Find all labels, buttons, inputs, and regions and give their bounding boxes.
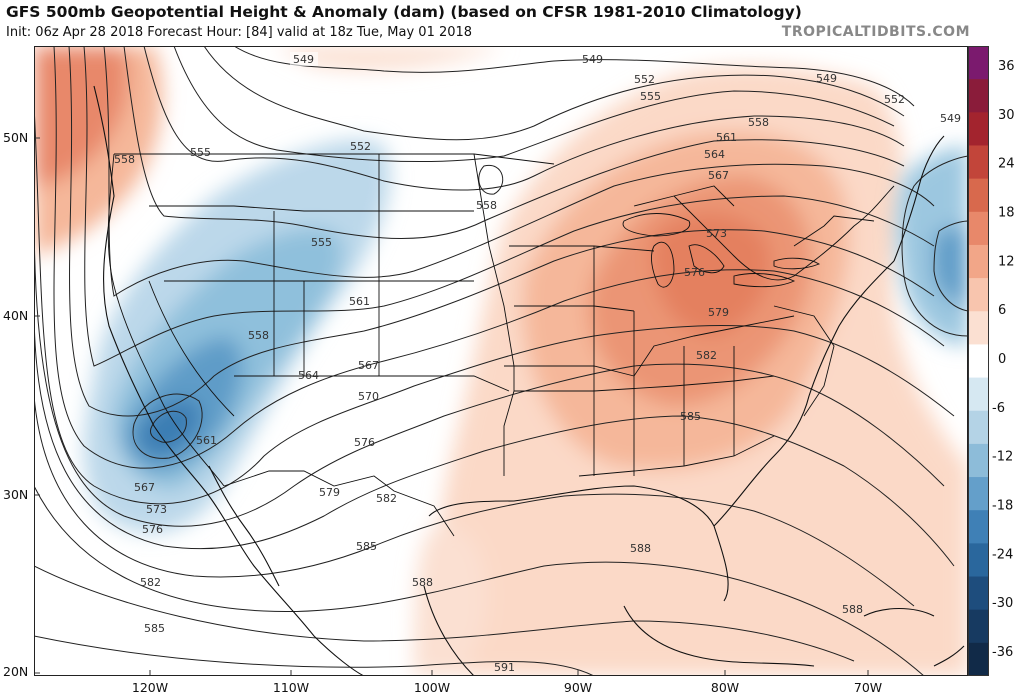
colorbar-ticks: 36 30 24 18 12 6 0 -6 -12 -18 -24 -30 -36	[992, 59, 1015, 660]
colorbar-frame	[968, 46, 989, 676]
positive-anomaly-area	[34, 46, 968, 676]
colorbar-swatches	[968, 46, 989, 677]
colorbar-tick-label: -30	[992, 596, 1013, 611]
contour-label: 591	[494, 661, 515, 674]
contour-label: 582	[376, 492, 397, 505]
colorbar-swatch	[968, 377, 989, 412]
colorbar-tick-label: 30	[998, 108, 1015, 123]
height-contours	[34, 46, 968, 676]
contour-label: 561	[716, 131, 737, 144]
coastlines	[93, 85, 965, 676]
lat-label-20n: 20N	[3, 664, 29, 679]
contour-label: 576	[142, 523, 163, 536]
contour-label: 588	[412, 576, 433, 589]
contour-label: 558	[114, 153, 135, 166]
contour-label: 582	[696, 349, 717, 362]
colorbar-tick-label: -12	[992, 450, 1013, 465]
lat-label-50n: 50N	[3, 130, 29, 145]
contour-label: 555	[311, 236, 332, 249]
contour-label: 576	[354, 436, 375, 449]
colorbar-svg: 36 30 24 18 12 6 0 -6 -12 -18 -24 -30 -36	[968, 46, 1015, 677]
colorbar-swatch	[968, 112, 989, 146]
contour-label: 585	[356, 540, 377, 553]
colorbar-swatch	[968, 642, 989, 677]
colorbar-tick-label: -24	[992, 547, 1013, 562]
contour-label: 558	[748, 116, 769, 129]
contour-label: 576	[684, 266, 705, 279]
contour-label: 585	[680, 410, 701, 423]
political-boundaries	[107, 153, 895, 537]
contour-label: 579	[319, 486, 340, 499]
colorbar-swatch	[968, 576, 989, 611]
contour-label: 549	[816, 72, 837, 85]
lon-label-70w: 70W	[853, 680, 883, 695]
lon-label-120w: 120W	[131, 680, 169, 695]
contour-label: 573	[146, 503, 167, 516]
lon-label-100w: 100W	[413, 680, 451, 695]
colorbar-swatch	[968, 145, 989, 180]
contour-label: 582	[140, 576, 161, 589]
colorbar-tick-label: -6	[992, 401, 1005, 416]
contour-label: 564	[704, 148, 725, 161]
colorbar-swatch	[968, 344, 989, 379]
great-lakes	[622, 213, 821, 288]
contour-labels: 549 549 549 549 552 552 552 555 555 555 …	[114, 52, 961, 674]
contour-label: 585	[144, 622, 165, 635]
colorbar-swatch	[968, 178, 989, 213]
lon-label-80w: 80W	[710, 680, 740, 695]
colorbar-tick-label: 36	[998, 59, 1015, 74]
brand-watermark[interactable]: TROPICALTIDBITS.COM	[781, 24, 970, 40]
colorbar-swatch	[968, 278, 989, 312]
lon-label-90w: 90W	[563, 680, 593, 695]
contour-label: 549	[940, 112, 961, 125]
contour-label: 588	[630, 542, 651, 555]
lon-label-110w: 110W	[272, 680, 310, 695]
contour-label: 573	[706, 227, 727, 240]
lat-label-30n: 30N	[3, 487, 29, 502]
colorbar-swatch	[968, 410, 989, 445]
lat-label-40n: 40N	[3, 308, 29, 323]
colorbar-swatch	[968, 79, 989, 113]
map-frame	[34, 46, 968, 676]
contour-label: 561	[349, 295, 370, 308]
colorbar-tick-label: -18	[992, 499, 1013, 514]
colorbar-tick-label: 18	[998, 206, 1015, 221]
colorbar-swatch	[968, 211, 989, 246]
contour-label: 549	[293, 53, 314, 66]
contour-label: 567	[134, 481, 155, 494]
colorbar-swatch	[968, 510, 989, 544]
colorbar-tick-label: 24	[998, 157, 1015, 172]
contour-label: 564	[298, 369, 319, 382]
colorbar-tick-label: -36	[992, 645, 1013, 660]
colorbar-swatch	[968, 244, 989, 279]
map-title: GFS 500mb Geopotential Height & Anomaly …	[6, 3, 802, 21]
colorbar-swatch	[968, 609, 989, 644]
contour-label: 588	[842, 603, 863, 616]
map-canvas: 549 549 549 549 552 552 552 555 555 555 …	[34, 46, 968, 676]
colorbar-tick-label: 0	[998, 352, 1006, 367]
colorbar-tick-label: 6	[998, 303, 1006, 318]
contour-label: 555	[640, 90, 661, 103]
anomaly-colorbar: 36 30 24 18 12 6 0 -6 -12 -18 -24 -30 -36	[968, 46, 1024, 677]
map-panel: 549 549 549 549 552 552 552 555 555 555 …	[34, 46, 968, 676]
contour-label: 561	[196, 434, 217, 447]
colorbar-swatch	[968, 477, 989, 511]
contour-label: 549	[582, 53, 603, 66]
contour-label: 579	[708, 306, 729, 319]
contour-label: 570	[358, 390, 379, 403]
contour-label: 558	[476, 199, 497, 212]
colorbar-swatch	[968, 443, 989, 478]
colorbar-swatch	[968, 46, 989, 80]
map-subtitle: Init: 06z Apr 28 2018 Forecast Hour: [84…	[6, 25, 473, 40]
colorbar-swatch	[968, 311, 989, 345]
contour-label: 552	[634, 73, 655, 86]
contour-label: 552	[884, 93, 905, 106]
contour-label: 567	[708, 169, 729, 182]
contour-label: 555	[190, 146, 211, 159]
colorbar-swatch	[968, 543, 989, 578]
contour-label: 567	[358, 359, 379, 372]
colorbar-tick-label: 12	[998, 254, 1015, 269]
contour-label: 552	[350, 140, 371, 153]
contour-label: 558	[248, 329, 269, 342]
